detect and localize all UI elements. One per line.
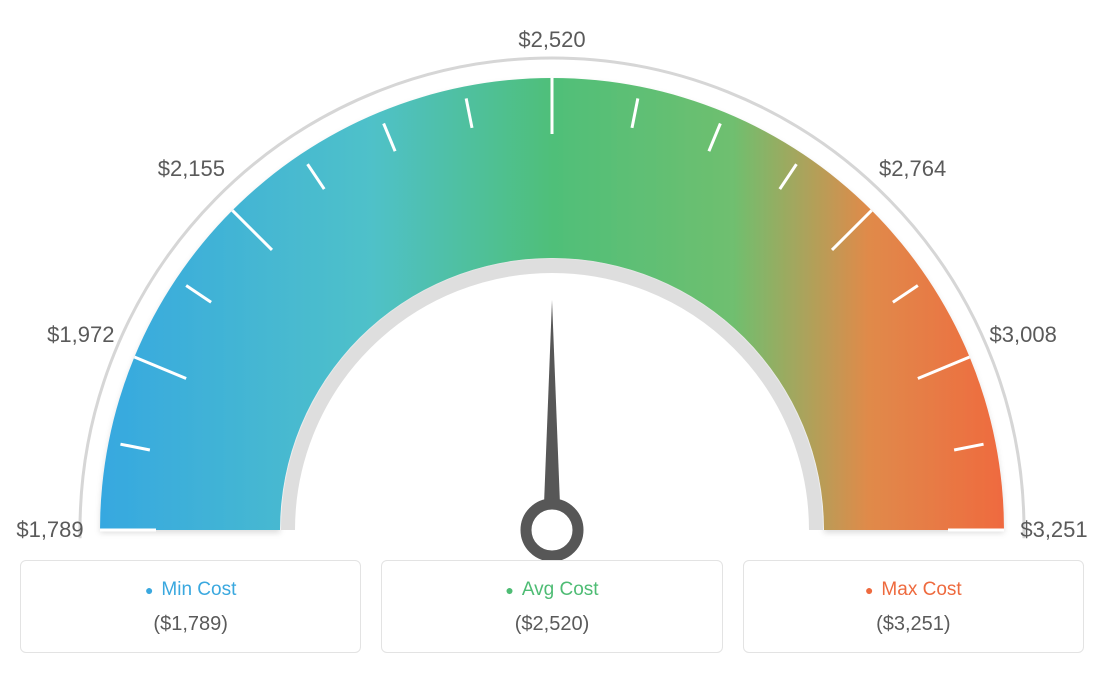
legend-card-min: Min Cost ($1,789) xyxy=(20,560,361,653)
legend-avg-label: Avg Cost xyxy=(392,579,711,601)
gauge-chart: $1,789$1,972$2,155$2,520$2,764$3,008$3,2… xyxy=(20,20,1084,560)
legend-card-avg: Avg Cost ($2,520) xyxy=(381,560,722,653)
legend-card-max: Max Cost ($3,251) xyxy=(743,560,1084,653)
gauge-tick-label: $3,251 xyxy=(1020,517,1087,543)
gauge-tick-label: $1,789 xyxy=(16,517,83,543)
gauge-tick-label: $2,764 xyxy=(879,156,946,182)
gauge-tick-label: $1,972 xyxy=(47,322,114,348)
gauge-tick-label: $2,520 xyxy=(518,27,585,53)
gauge-tick-label: $3,008 xyxy=(990,322,1057,348)
legend-min-label: Min Cost xyxy=(31,579,350,601)
legend-min-value: ($1,789) xyxy=(31,613,350,636)
legend-avg-value: ($2,520) xyxy=(392,613,711,636)
legend-max-value: ($3,251) xyxy=(754,613,1073,636)
legend-row: Min Cost ($1,789) Avg Cost ($2,520) Max … xyxy=(20,560,1084,653)
gauge-tick-label: $2,155 xyxy=(158,156,225,182)
legend-max-label: Max Cost xyxy=(754,579,1073,601)
gauge-svg xyxy=(20,20,1084,560)
